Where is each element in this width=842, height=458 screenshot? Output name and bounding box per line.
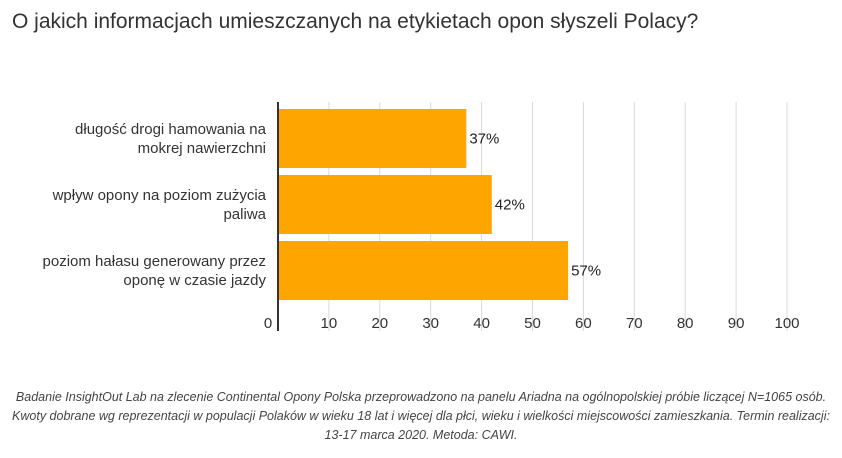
x-tick-label: 0 <box>264 315 272 332</box>
x-tick-label: 100 <box>774 315 799 332</box>
bar-chart: 37% 42% 57% długość drogi hamowania na mokr… <box>43 102 800 332</box>
category-label-line: oponę w czasie jazdy <box>123 272 266 289</box>
x-tick-label: 10 <box>321 315 338 332</box>
x-tick-label: 70 <box>626 315 643 332</box>
category-label: wpływ opony na poziom zużycia paliwa <box>52 187 267 223</box>
x-tick-label: 80 <box>677 315 694 332</box>
x-tick-label: 60 <box>575 315 592 332</box>
category-label: poziom hałasu generowany przez oponę w cz… <box>43 253 267 289</box>
category-label-line: długość drogi hamowania na <box>75 121 267 138</box>
data-label: 42% <box>495 197 525 214</box>
footnote: Badanie InsightOut Lab na zlecenie Conti… <box>12 390 830 442</box>
category-labels: długość drogi hamowania na mokrej nawierz… <box>43 121 267 289</box>
bar <box>278 109 467 168</box>
data-labels: 37% 42% 57% <box>469 131 601 280</box>
data-label: 57% <box>571 263 601 280</box>
category-label-line: poziom hałasu generowany przez <box>43 253 266 270</box>
data-label: 37% <box>469 131 499 148</box>
x-tick-label: 50 <box>524 315 541 332</box>
bars <box>278 109 569 300</box>
category-label: długość drogi hamowania na mokrej nawierz… <box>75 121 267 157</box>
category-label-line: mokrej nawierzchni <box>138 140 266 157</box>
x-tick-label: 20 <box>371 315 388 332</box>
category-label-line: paliwa <box>223 206 266 223</box>
bar <box>278 175 492 234</box>
bar <box>278 241 569 300</box>
category-label-line: wpływ opony na poziom zużycia <box>52 187 267 204</box>
x-tick-label: 90 <box>728 315 745 332</box>
x-tick-labels: 0 10 20 30 40 50 60 70 80 90 100 <box>264 315 800 332</box>
x-tick-label: 40 <box>473 315 490 332</box>
chart-title: O jakich informacjach umieszczanych na e… <box>12 10 699 33</box>
x-tick-label: 30 <box>422 315 439 332</box>
